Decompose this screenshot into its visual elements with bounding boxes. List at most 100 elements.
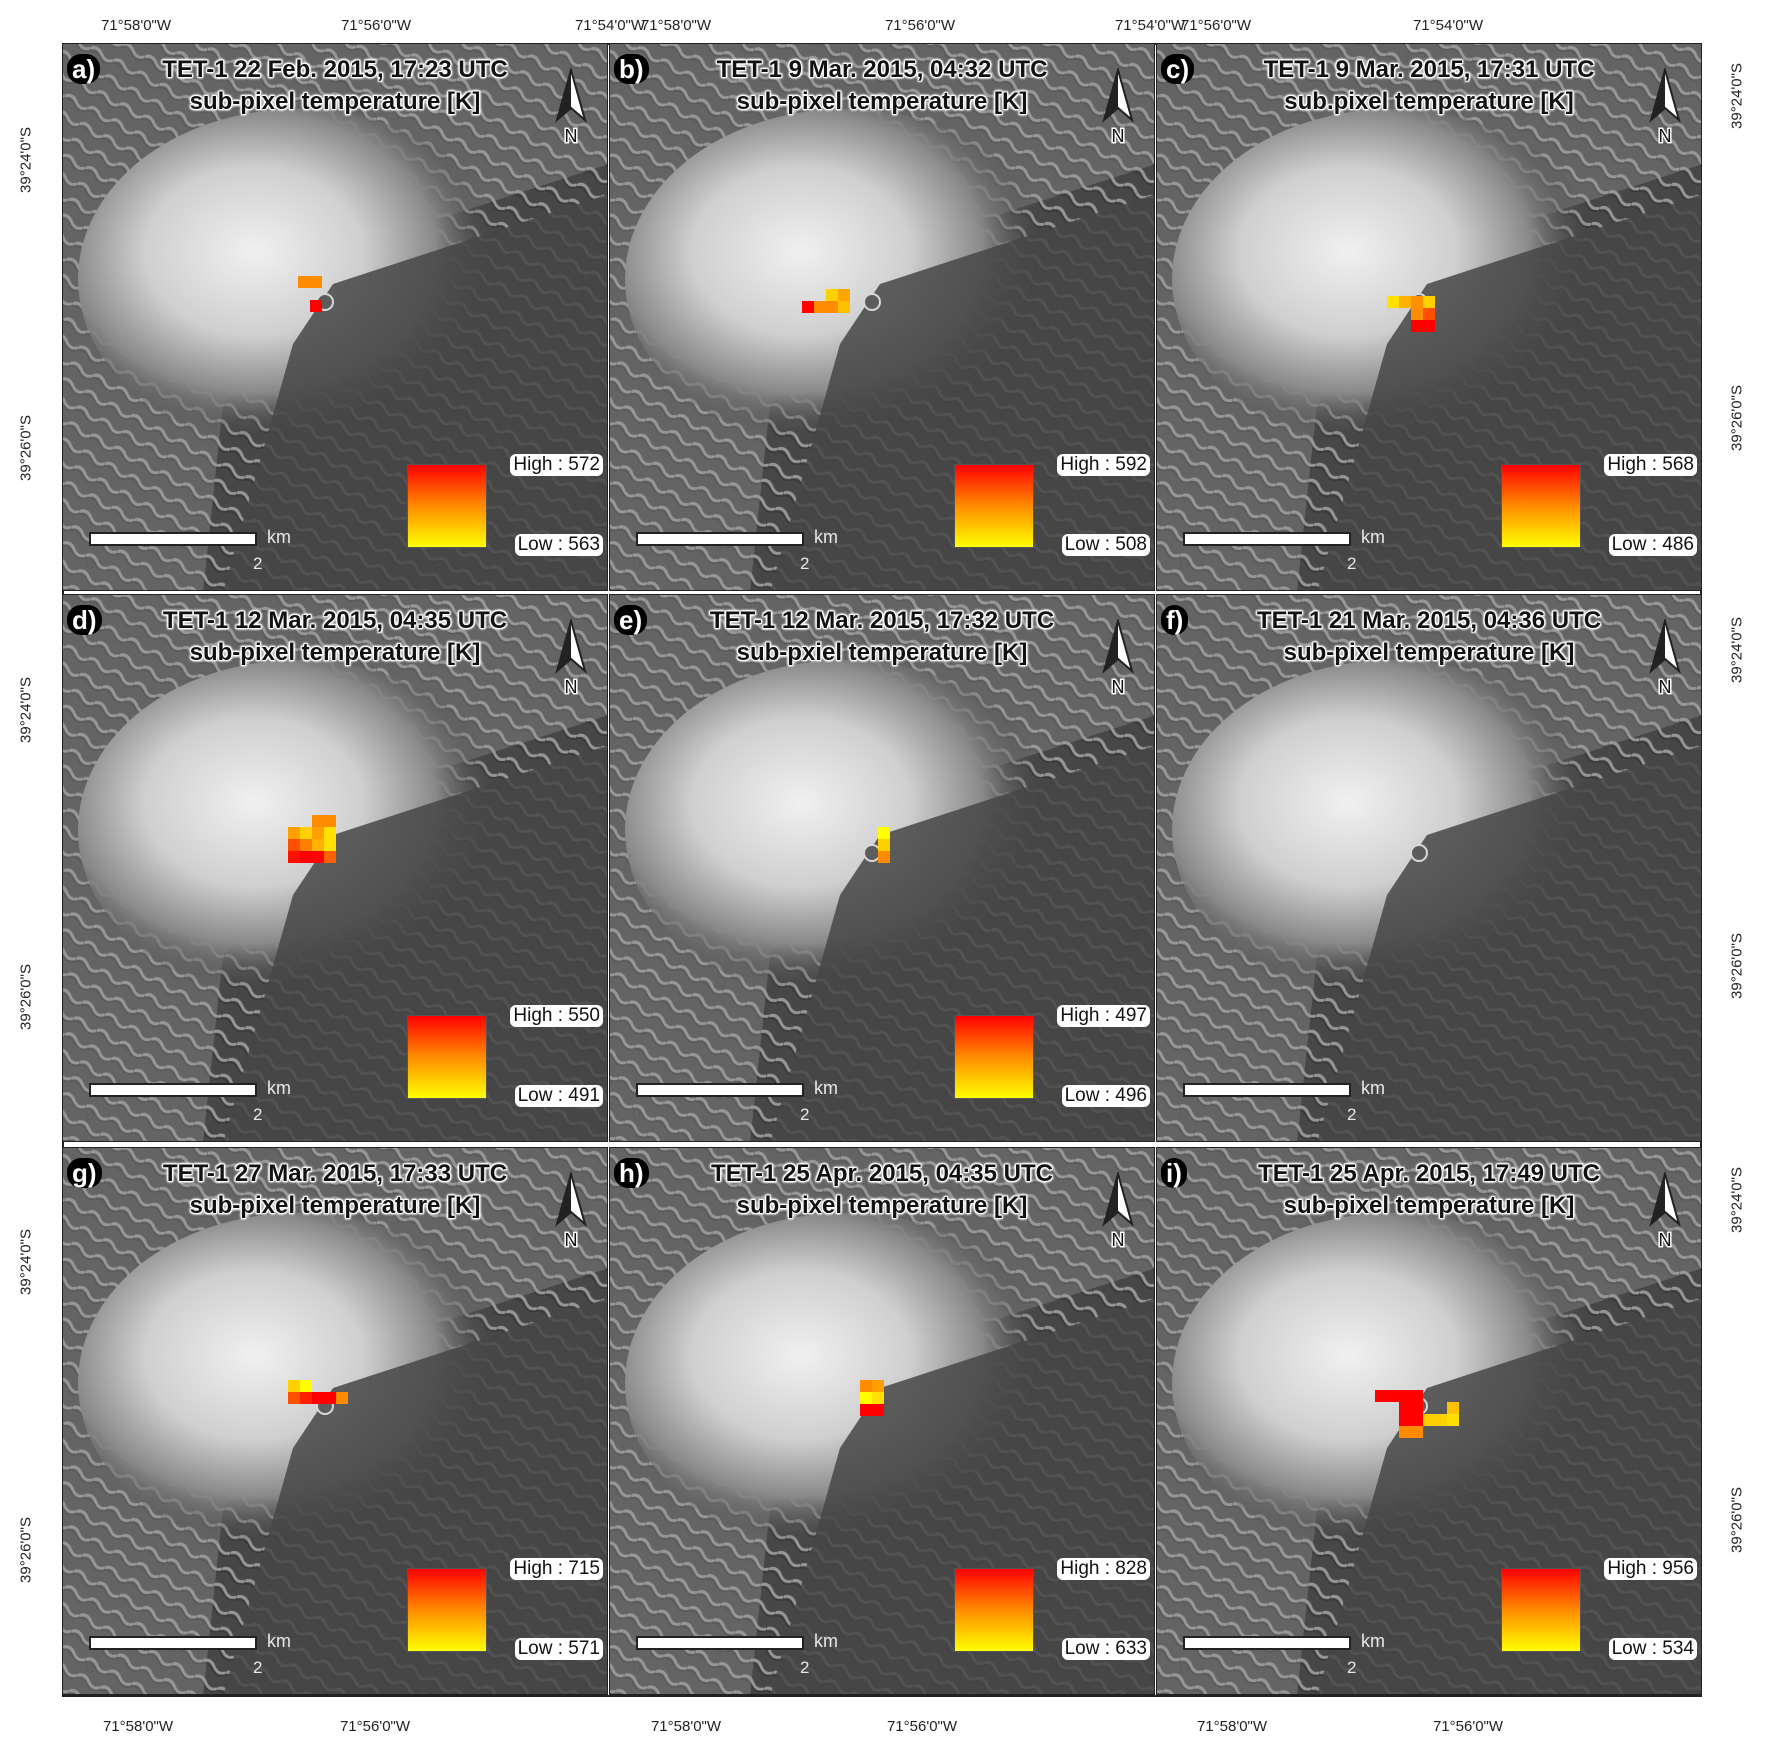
terrain-hillshade — [610, 44, 1154, 590]
panel-subtitle: sub-pixel temperature [K] — [1283, 1192, 1575, 1219]
scale-end-label: 2 — [253, 554, 263, 573]
terrain-hillshade — [63, 1148, 607, 1694]
scale-bar — [636, 532, 804, 546]
scale-unit-label: km — [267, 527, 291, 547]
hotspot-pixel — [1423, 320, 1435, 332]
scale-start-label: 0 — [632, 1658, 642, 1677]
scale-start-label: 0 — [85, 554, 95, 573]
hotspot-pixel — [860, 1392, 872, 1404]
top-tick-label: 71°56'0"W — [340, 17, 412, 34]
hotspot-pixel — [1411, 1402, 1423, 1414]
bottom-tick-label: 71°56'0"W — [1432, 1718, 1504, 1735]
north-arrow-icon: N — [1649, 1172, 1681, 1252]
panel-subtitle: sub-pixel temperature [K] — [1283, 639, 1575, 666]
panel-letter: c) — [1161, 54, 1195, 84]
scale-end-label: 2 — [1347, 1105, 1357, 1124]
scale-end-label: 2 — [800, 554, 810, 573]
scale-bar — [636, 1636, 804, 1650]
panel-title: TET-1 22 Feb. 2015, 17:23 UTC — [162, 56, 508, 83]
hotspot-pixel — [1423, 1414, 1435, 1426]
top-tick-label: 71°54'0"W — [574, 17, 646, 34]
hotspot-pixel — [324, 827, 336, 839]
bottom-tick-label: 71°56'0"W — [339, 1718, 411, 1735]
hotspot-pixel — [1423, 296, 1435, 308]
hotspot-pixel — [1411, 1414, 1423, 1426]
scale-end-label: 2 — [253, 1105, 263, 1124]
hotspot-pixel — [838, 301, 850, 313]
scale-unit-label: km — [267, 1078, 291, 1098]
panel-title: TET-1 9 Mar. 2015, 17:31 UTC — [1263, 56, 1595, 83]
map-panel-h: h) TET-1 25 Apr. 2015, 04:35 UTC sub-pix… — [609, 1147, 1155, 1695]
legend-high-label: High : 828 — [1057, 1558, 1150, 1580]
scale-bar — [89, 532, 257, 546]
hotspot-pixel — [1387, 296, 1399, 308]
legend-color-ramp — [407, 464, 487, 548]
legend-low-label: Low : 633 — [1061, 1638, 1150, 1660]
map-panel-d: d) TET-1 12 Mar. 2015, 04:35 UTC sub-pix… — [62, 594, 608, 1142]
north-label: N — [565, 126, 578, 146]
scale-bar — [1183, 532, 1351, 546]
panel-title: TET-1 25 Apr. 2015, 04:35 UTC — [711, 1160, 1053, 1187]
hotspot-pixel — [300, 827, 312, 839]
hotspot-pixel — [310, 300, 322, 312]
panel-title: TET-1 9 Mar. 2015, 04:32 UTC — [716, 56, 1048, 83]
north-label: N — [1659, 1230, 1672, 1250]
hotspot-pixel — [1447, 1414, 1459, 1426]
hotspot-pixel — [1411, 1426, 1423, 1438]
map-panel-a: a) TET-1 22 Feb. 2015, 17:23 UTC sub-pix… — [62, 43, 608, 591]
panel-letter: i) — [1161, 1158, 1187, 1188]
terrain-hillshade — [63, 595, 607, 1141]
top-tick-label: 71°54'0"W — [1412, 17, 1484, 34]
terrain-hillshade — [1157, 1148, 1701, 1694]
hotspot-pixel — [878, 839, 890, 851]
north-arrow-icon: N — [1102, 68, 1134, 148]
legend-color-ramp — [954, 1015, 1034, 1099]
north-label: N — [1659, 126, 1672, 146]
hotspot-pixel — [312, 815, 324, 827]
hotspot-pixel — [312, 851, 324, 863]
top-tick-label: 71°56'0"W — [884, 17, 956, 34]
bottom-tick-label: 71°58'0"W — [102, 1718, 174, 1735]
scale-unit-label: km — [267, 1631, 291, 1651]
panel-letter: e) — [614, 605, 648, 635]
north-arrow-icon: N — [555, 1172, 587, 1252]
hotspot-pixel — [288, 839, 300, 851]
panel-subtitle: sub-pxiel temperature [K] — [736, 639, 1028, 666]
hotspot-pixel — [324, 1392, 336, 1404]
legend-high-label: High : 497 — [1057, 1005, 1150, 1027]
panel-title: TET-1 12 Mar. 2015, 17:32 UTC — [709, 607, 1055, 634]
map-panel-g: g) TET-1 27 Mar. 2015, 17:33 UTC sub-pix… — [62, 1147, 608, 1695]
map-panel-b: b) TET-1 9 Mar. 2015, 04:32 UTC sub-pixe… — [609, 43, 1155, 591]
scale-bar — [1183, 1636, 1351, 1650]
bottom-tick-label: 71°58'0"W — [1196, 1718, 1268, 1735]
hotspot-pixel — [872, 1392, 884, 1404]
scale-end-label: 2 — [1347, 554, 1357, 573]
hotspot-pixel — [860, 1404, 872, 1416]
panel-title: TET-1 12 Mar. 2015, 04:35 UTC — [162, 607, 508, 634]
panel-subtitle: sub-pixel temperature [K] — [189, 639, 481, 666]
scale-unit-label: km — [1361, 1078, 1385, 1098]
hotspot-pixel — [1399, 1414, 1411, 1426]
legend-color-ramp — [407, 1568, 487, 1652]
scale-unit-label: km — [1361, 527, 1385, 547]
panel-subtitle: sub-pixel temperature [K] — [736, 1192, 1028, 1219]
hotspot-pixel — [324, 851, 336, 863]
hotspot-pixel — [826, 301, 838, 313]
panel-title: TET-1 27 Mar. 2015, 17:33 UTC — [162, 1160, 508, 1187]
hotspot-pixel — [1435, 1414, 1447, 1426]
hotspot-pixel — [1411, 296, 1423, 308]
north-label: N — [1112, 126, 1125, 146]
north-label: N — [565, 1230, 578, 1250]
scale-bar — [636, 1083, 804, 1097]
north-label: N — [1112, 1230, 1125, 1250]
hotspot-pixel — [1399, 1402, 1411, 1414]
legend-color-ramp — [1501, 1568, 1581, 1652]
scale-start-label: 0 — [1179, 1105, 1189, 1124]
north-label: N — [1112, 677, 1125, 697]
scale-start-label: 0 — [1179, 554, 1189, 573]
scale-bar — [89, 1083, 257, 1097]
north-label: N — [1659, 677, 1672, 697]
hotspot-pixel — [1399, 1390, 1411, 1402]
legend-low-label: Low : 571 — [514, 1638, 603, 1660]
